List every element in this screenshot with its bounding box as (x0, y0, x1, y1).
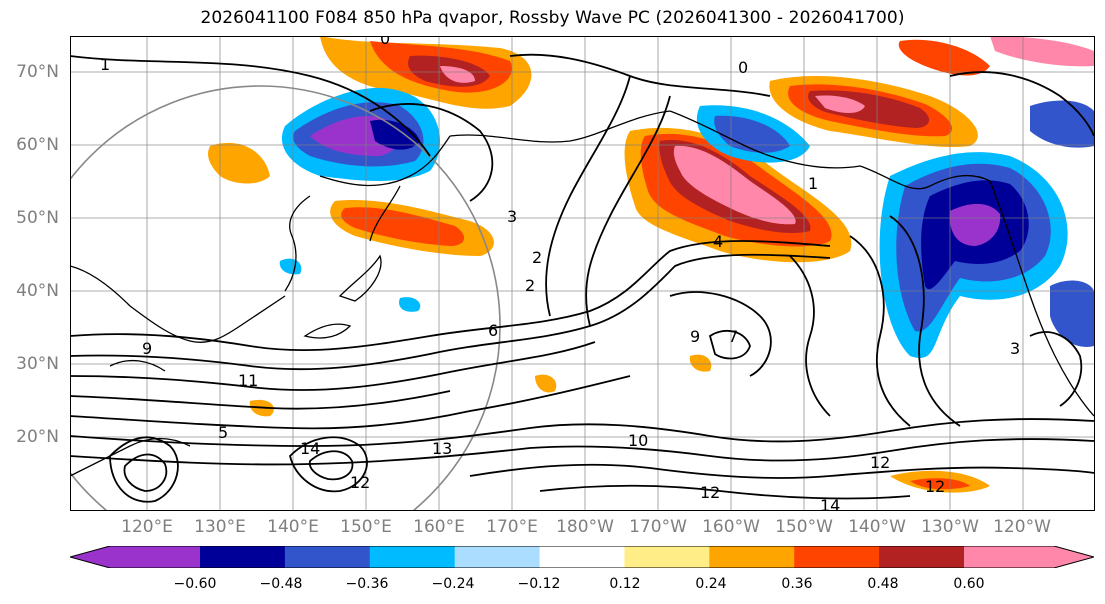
colorbar-segment (70, 546, 200, 568)
lon-label: 120°W (993, 517, 1051, 537)
contour-label: 12 (350, 473, 370, 492)
colorbar-tick-label: −0.12 (517, 576, 561, 592)
lon-label: 150°E (340, 517, 392, 537)
lon-label: 140°E (267, 517, 319, 537)
lon-label: 130°W (921, 517, 979, 537)
lon-label: 170°W (629, 517, 687, 537)
contour-label: 5 (218, 423, 228, 442)
positive-anomaly-region (910, 478, 970, 490)
lon-label: 160°W (702, 517, 760, 537)
lon-label: 160°E (413, 517, 465, 537)
lon-label: 170°E (486, 517, 538, 537)
negative-anomaly-region (370, 119, 420, 150)
colorbar (70, 546, 1094, 568)
negative-anomaly-region (1030, 100, 1094, 148)
positive-anomaly-region (898, 39, 990, 76)
anomaly-shading (208, 36, 1094, 493)
lon-label: 130°E (194, 517, 246, 537)
contour-label: 10 (628, 431, 648, 450)
contour-label-group: 1 0 0 1 3 2 2 4 6 9 11 13 14 12 12 10 12… (100, 36, 1020, 510)
contour-label: 11 (238, 371, 258, 390)
contour-label: 3 (507, 207, 517, 226)
map-title: 2026041100 F084 850 hPa qvapor, Rossby W… (200, 8, 905, 28)
map-canvas: 1 0 0 1 3 2 2 4 6 9 11 13 14 12 12 10 12… (70, 36, 1094, 510)
contour-label: 2 (525, 276, 535, 295)
positive-anomaly-region (990, 36, 1094, 67)
colorbar-segments (70, 546, 1094, 568)
contour-label: 1 (100, 55, 110, 74)
lon-label: 120°E (121, 517, 173, 537)
positive-anomaly-region (341, 207, 465, 246)
contour-label: 12 (925, 477, 945, 496)
negative-anomaly-region (1050, 280, 1094, 347)
positive-anomaly-region (208, 142, 270, 184)
colorbar-segment (794, 546, 880, 568)
contour-lines (70, 53, 1094, 503)
contour-label: 7 (728, 327, 738, 346)
lat-label: 60°N (16, 135, 59, 155)
contour-label: 14 (300, 439, 320, 458)
colorbar-segment (879, 546, 965, 568)
colorbar-segment (369, 546, 456, 568)
contour-label: 6 (488, 321, 498, 340)
positive-anomaly-region (815, 95, 865, 113)
lat-label: 50°N (16, 208, 59, 228)
contour-label: 3 (1010, 339, 1020, 358)
positive-anomaly-region (535, 374, 557, 393)
colorbar-segment (284, 546, 371, 568)
lat-label: 40°N (16, 281, 59, 301)
colorbar-tick-label: 0.48 (867, 576, 899, 592)
colorbar-tick-label: 0.12 (609, 576, 641, 592)
negative-anomaly-region (714, 115, 790, 153)
colorbar-tick-label: −0.36 (345, 576, 389, 592)
lon-label: 150°W (775, 517, 833, 537)
colorbar-tick-label: 0.36 (781, 576, 813, 592)
contour-label: 14 (820, 496, 840, 510)
highlight-circle (70, 85, 501, 510)
lat-label: 20°N (16, 427, 59, 447)
lat-label: 30°N (16, 354, 59, 374)
colorbar-segment (454, 546, 541, 568)
colorbar-segment (964, 546, 1094, 568)
colorbar-tick-label: −0.48 (259, 576, 303, 592)
positive-anomaly-region (689, 354, 712, 372)
colorbar-tick-label: −0.24 (431, 576, 475, 592)
colorbar-segment (624, 546, 710, 568)
map-plot-area[interactable]: 1 0 0 1 3 2 2 4 6 9 11 13 14 12 12 10 12… (70, 36, 1094, 510)
negative-anomaly-region (949, 203, 1001, 246)
contour-label: 9 (142, 339, 152, 358)
colorbar-segment (200, 546, 286, 568)
colorbar-tick-label: −0.60 (173, 576, 217, 592)
negative-anomaly-region (279, 258, 302, 275)
colorbar-tick-label: 0.24 (695, 576, 727, 592)
contour-label: 4 (713, 232, 723, 251)
contour-label: 12 (700, 483, 720, 502)
contour-label: 0 (738, 58, 748, 77)
lat-label: 70°N (16, 62, 59, 82)
contour-label: 0 (380, 36, 390, 48)
contour-label: 9 (690, 327, 700, 346)
contour-label: 13 (432, 439, 452, 458)
negative-anomaly-region (399, 297, 421, 312)
contour-label: 2 (532, 248, 542, 267)
lon-label: 140°W (848, 517, 906, 537)
contour-label: 12 (870, 453, 890, 472)
colorbar-segment (539, 546, 625, 568)
positive-anomaly-region (440, 66, 475, 83)
colorbar-tick-label: 0.60 (953, 576, 985, 592)
contour-label: 1 (808, 174, 818, 193)
colorbar-segment (709, 546, 795, 568)
lon-label: 180°W (556, 517, 614, 537)
positive-anomaly-region (673, 145, 796, 225)
